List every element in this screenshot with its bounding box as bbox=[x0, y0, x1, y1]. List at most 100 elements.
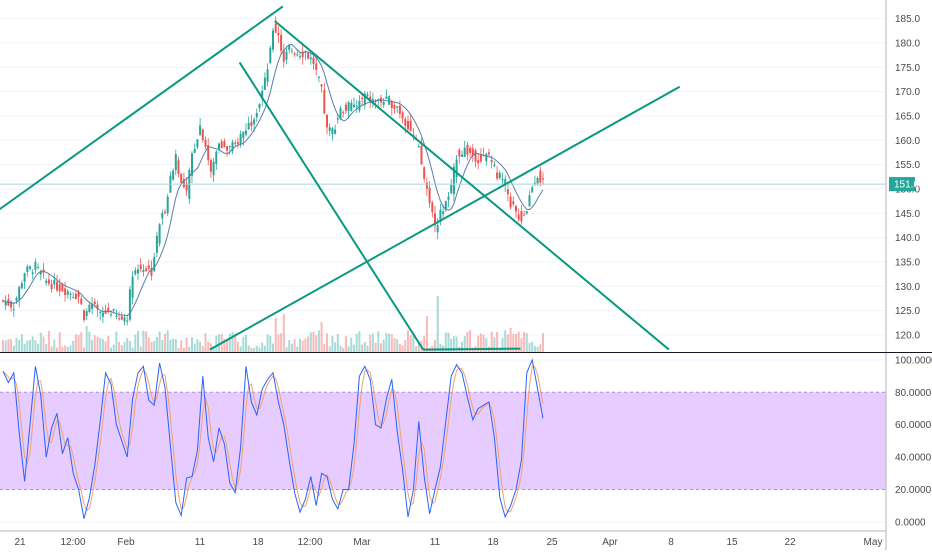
candle bbox=[207, 138, 210, 166]
candle bbox=[509, 192, 512, 210]
volume-bar bbox=[126, 338, 129, 352]
candle-body bbox=[542, 178, 544, 180]
candle-body bbox=[253, 119, 256, 125]
volume-bar bbox=[12, 345, 15, 352]
volume-bar bbox=[485, 338, 488, 352]
candle bbox=[180, 173, 183, 186]
candle bbox=[315, 56, 318, 76]
candle-body bbox=[390, 101, 393, 109]
volume-bar bbox=[334, 342, 337, 352]
candle-body bbox=[223, 141, 226, 148]
candle-body bbox=[428, 187, 431, 204]
candle-body bbox=[204, 139, 207, 147]
candle bbox=[91, 296, 94, 315]
candle-body bbox=[166, 196, 169, 214]
volume-bar bbox=[493, 337, 496, 352]
candle bbox=[263, 72, 266, 90]
candle bbox=[118, 311, 121, 321]
candle bbox=[20, 280, 23, 290]
volume-bar bbox=[209, 343, 212, 352]
candle bbox=[223, 138, 226, 148]
candle-body bbox=[334, 129, 337, 134]
candle-body bbox=[218, 143, 220, 150]
volume-bar bbox=[288, 340, 291, 352]
volume-bar bbox=[285, 347, 288, 352]
candle-body bbox=[398, 105, 401, 114]
volume-bar bbox=[309, 332, 312, 352]
candle-body bbox=[74, 293, 77, 299]
candle-body bbox=[66, 291, 69, 295]
candle bbox=[23, 272, 26, 290]
candle bbox=[269, 45, 272, 65]
candle bbox=[434, 205, 436, 233]
candle-body bbox=[115, 315, 118, 317]
candle bbox=[444, 200, 447, 213]
candle-body bbox=[31, 272, 34, 275]
volume-bar bbox=[228, 333, 231, 352]
trendline-descending-steep[interactable] bbox=[238, 61, 425, 351]
candle-body bbox=[528, 195, 531, 207]
volume-bar bbox=[185, 337, 188, 352]
candle bbox=[388, 95, 391, 105]
candle bbox=[539, 166, 542, 187]
candle-body bbox=[93, 301, 96, 305]
candle-body bbox=[520, 211, 523, 222]
time-tick-label: 12:00 bbox=[297, 537, 322, 548]
candle-body bbox=[131, 276, 134, 298]
candle bbox=[247, 116, 250, 130]
trendline-ascending-support[interactable] bbox=[209, 85, 681, 351]
candle-body bbox=[10, 301, 13, 308]
candle-body bbox=[525, 211, 528, 214]
trendline-flat-base[interactable] bbox=[423, 347, 521, 351]
candle-body bbox=[212, 161, 215, 176]
candle-body bbox=[191, 153, 193, 176]
candle-body bbox=[201, 129, 204, 140]
candle bbox=[255, 108, 258, 123]
candle bbox=[439, 203, 442, 226]
candle bbox=[128, 286, 131, 322]
volume-bar bbox=[85, 326, 88, 352]
volume-bar bbox=[266, 334, 269, 352]
candle-body bbox=[458, 149, 461, 157]
candle bbox=[155, 231, 158, 257]
candle-body bbox=[469, 147, 472, 153]
volume-bar bbox=[363, 341, 366, 352]
candle-body bbox=[498, 172, 501, 179]
candle bbox=[506, 182, 509, 202]
volume-bars bbox=[2, 296, 544, 352]
candle-body bbox=[471, 148, 474, 156]
candle-body bbox=[177, 160, 180, 174]
volume-bar bbox=[45, 344, 48, 352]
candle bbox=[226, 146, 229, 157]
candle bbox=[493, 161, 496, 168]
volume-bar bbox=[61, 346, 64, 352]
candle bbox=[455, 154, 458, 184]
volume-bar bbox=[407, 330, 409, 352]
time-tick-label: Apr bbox=[602, 537, 618, 548]
candle-body bbox=[393, 104, 396, 109]
candle-body bbox=[266, 69, 269, 82]
candle bbox=[498, 170, 501, 180]
candle-body bbox=[69, 293, 72, 295]
candle-body bbox=[47, 279, 50, 284]
candle bbox=[466, 142, 469, 161]
candle bbox=[409, 113, 412, 132]
candle-body bbox=[118, 318, 121, 320]
candle bbox=[474, 148, 477, 168]
volume-bar bbox=[301, 340, 304, 352]
volume-bar bbox=[188, 346, 191, 352]
volume-bar bbox=[466, 331, 469, 352]
candle-body bbox=[77, 292, 80, 297]
volume-bar bbox=[50, 346, 53, 352]
volume-bar bbox=[231, 331, 234, 352]
trendline-descending-upper[interactable] bbox=[274, 20, 670, 351]
candle-body bbox=[53, 279, 56, 285]
volume-bar bbox=[169, 339, 172, 352]
time-tick-label: 11 bbox=[195, 537, 206, 548]
candle bbox=[358, 95, 361, 113]
candle bbox=[153, 252, 156, 273]
trendline-upper-left[interactable] bbox=[0, 5, 284, 213]
volume-bar bbox=[434, 340, 436, 352]
time-tick-label: Feb bbox=[117, 537, 135, 548]
volume-bar bbox=[528, 343, 531, 352]
